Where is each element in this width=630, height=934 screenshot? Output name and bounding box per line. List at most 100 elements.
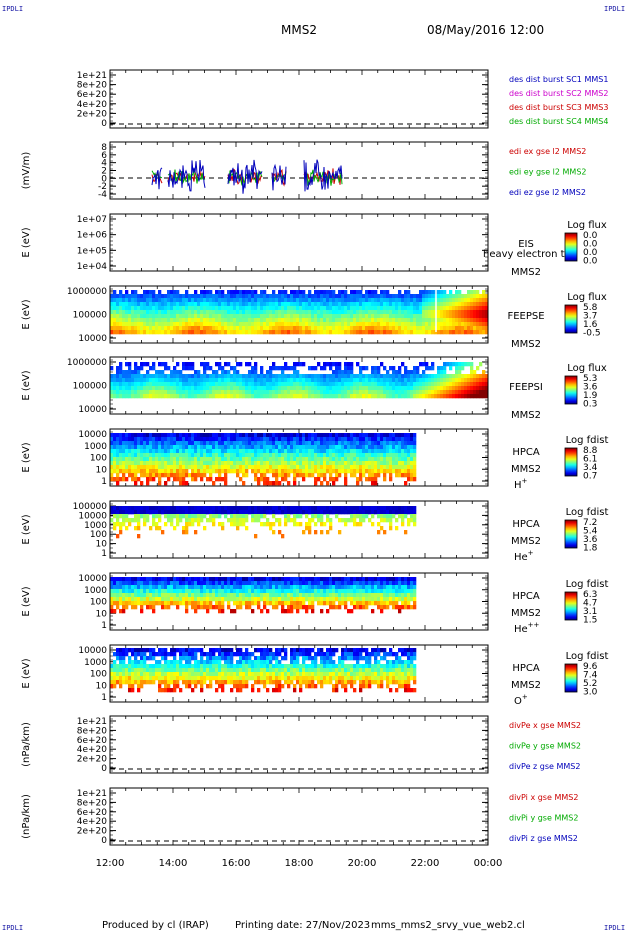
spectrogram-cell [161, 382, 165, 387]
spectrogram-cell [470, 362, 474, 367]
spectrogram-cell [200, 469, 204, 474]
spectrogram-cell [395, 445, 399, 450]
spectrogram-cell [146, 445, 150, 450]
spectrogram-cell [374, 437, 378, 442]
spectrogram-cell [191, 518, 195, 523]
spectrogram-cell [359, 374, 363, 379]
spectrogram-cell [374, 326, 378, 331]
spectrogram-cell [293, 378, 297, 383]
spectrogram-cell [413, 449, 417, 454]
spectrogram-cell [254, 433, 258, 438]
spectrogram-cell [386, 310, 390, 315]
spectrogram-cell [275, 510, 279, 515]
spectrogram-cell [332, 290, 336, 295]
spectrogram-cell [386, 449, 390, 454]
spectrogram-cell [314, 306, 318, 311]
spectrogram-cell [341, 374, 345, 379]
spectrogram-cell [161, 310, 165, 315]
spectrogram-cell [131, 390, 135, 395]
spectrogram-cell [197, 294, 201, 299]
spectrogram-cell [122, 370, 126, 375]
spectrogram-cell [254, 314, 258, 319]
spectrogram-cell [380, 310, 384, 315]
spectrogram-cell [329, 394, 333, 399]
spectrogram-cell [452, 314, 456, 319]
spectrogram-cell [158, 362, 162, 367]
spectrogram-cell [119, 601, 123, 606]
spectrogram-cell [329, 322, 333, 327]
spectrogram-cell [137, 370, 141, 375]
spectrogram-cell [149, 593, 153, 598]
spectrogram-cell [326, 322, 330, 327]
spectrogram-cell [356, 302, 360, 307]
spectrogram-cell [239, 318, 243, 323]
spectrogram-cell [125, 370, 129, 375]
spectrogram-cell [311, 506, 315, 511]
spectrogram-cell [167, 506, 171, 511]
spectrogram-cell [395, 322, 399, 327]
spectrogram-cell [416, 298, 420, 303]
spectrogram-cell [482, 294, 486, 299]
spectrogram-cell [413, 322, 417, 327]
spectrogram-cell [209, 506, 213, 511]
spectrogram-cell [356, 457, 360, 462]
spectrogram-cell [320, 530, 324, 535]
spectrogram-cell [314, 530, 318, 535]
spectrogram-cell [476, 390, 480, 395]
spectrogram-cell [338, 457, 342, 462]
spectrogram-cell [344, 445, 348, 450]
spectrogram-cell [164, 314, 168, 319]
spectrogram-cell [443, 326, 447, 331]
spectrogram-cell [464, 386, 468, 391]
spectrogram-cell [359, 326, 363, 331]
spectrogram-cell [305, 510, 309, 515]
spectrogram-cell [371, 310, 375, 315]
spectrogram-cell [119, 581, 123, 586]
spectrogram-cell [266, 294, 270, 299]
spectrogram-cell [377, 465, 381, 470]
spectrogram-cell [284, 394, 288, 399]
spectrogram-cell [221, 386, 225, 391]
spectrogram-cell [164, 465, 168, 470]
spectrogram-cell [464, 302, 468, 307]
spectrogram-cell [467, 394, 471, 399]
spectrogram-cell [470, 318, 474, 323]
colorbar-tick-label: 1.9 [583, 391, 598, 401]
spectrogram-cell [353, 298, 357, 303]
spectrogram-cell [215, 362, 219, 367]
spectrogram-cell [341, 370, 345, 375]
spectrogram-cell [293, 514, 297, 519]
spectrogram-cell [155, 593, 159, 598]
spectrogram-cell [236, 394, 240, 399]
spectrogram-cell [398, 514, 402, 519]
spectrogram-cell [200, 477, 204, 482]
spectrogram-cell [455, 298, 459, 303]
spectrogram-cell [257, 457, 261, 462]
spectrogram-cell [188, 514, 192, 519]
spectrogram-cell [209, 386, 213, 391]
spectrogram-cell [281, 298, 285, 303]
spectrogram-cell [377, 366, 381, 371]
spectrogram-cell [326, 362, 330, 367]
spectrogram-cell [119, 433, 123, 438]
spectrogram-cell [161, 445, 165, 450]
spectrogram-cell [275, 506, 279, 511]
spectrogram-cell [230, 394, 234, 399]
spectrogram-cell [182, 330, 186, 335]
spectrogram-cell [203, 330, 207, 335]
spectrogram-cell [296, 290, 300, 295]
spectrogram-cell [374, 449, 378, 454]
spectrogram-cell [329, 366, 333, 371]
spectrogram-cell [317, 441, 321, 446]
spectrogram-cell [182, 306, 186, 311]
spectrogram-cell [206, 469, 210, 474]
spectrogram-cell [161, 589, 165, 594]
spectrogram-cell [164, 593, 168, 598]
spectrogram-cell [329, 290, 333, 295]
spectrogram-cell [362, 453, 366, 458]
spectrogram-cell [113, 609, 117, 614]
spectrogram-cell [155, 314, 159, 319]
spectrogram-cell [248, 449, 252, 454]
spectrogram-cell [284, 318, 288, 323]
spectrogram-cell [248, 326, 252, 331]
